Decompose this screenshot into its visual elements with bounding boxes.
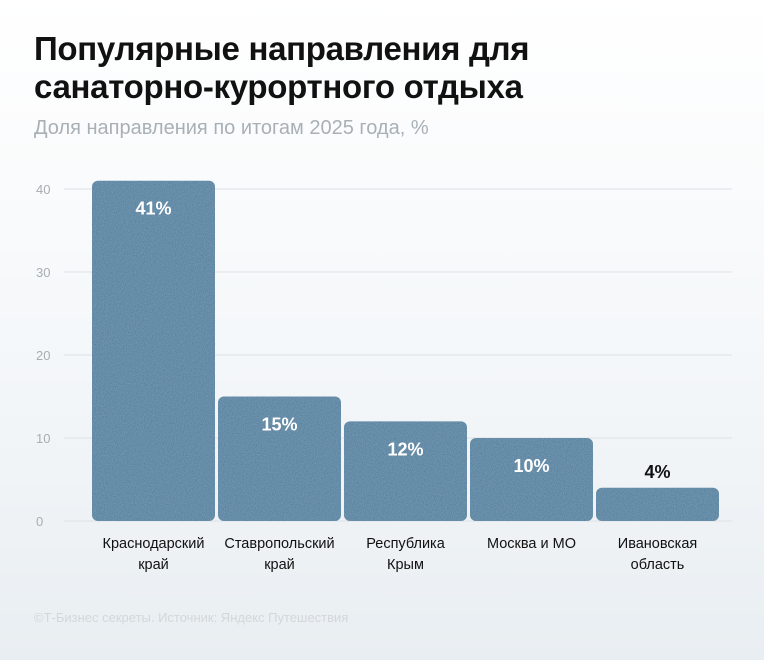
category-label: Республика [366,536,445,552]
category-label: Ивановская [618,536,697,552]
category-label: область [631,557,685,573]
bar-chart: 0 10 20 30 40 41% Краснодарский край 15% Ставропо… [36,180,732,573]
category-label: Крым [387,557,424,573]
y-tick-label: 20 [36,348,50,363]
bar [344,421,467,521]
y-tick-label: 0 [36,514,43,529]
bar [470,438,593,521]
labels: 0 10 20 30 40 41% Краснодарский край 15% Ставропо… [36,182,697,573]
chart-subtitle: Доля направления по итогам 2025 года, % [34,117,429,139]
category-label: край [264,557,295,573]
bar-value-label: 41% [135,199,171,219]
chart-title-line1: Популярные направления для [34,30,530,67]
y-tick-label: 40 [36,182,50,197]
y-tick-label: 10 [36,431,50,446]
chart-title: Популярные направления для санаторно-кур… [34,30,734,106]
chart-title-line2: санаторно-курортного отдыха [34,68,523,105]
bar-value-label: 4% [644,462,670,482]
bar [92,180,215,521]
y-tick-label: 30 [36,265,50,280]
bar [218,396,341,521]
bar-value-label: 12% [387,439,423,459]
bar-value-label: 15% [261,415,297,435]
category-label: Москва и МО [487,536,576,552]
source-note: ©Т-Бизнес секреты. Источник: Яндекс Путе… [34,610,349,625]
bar-value-label: 10% [513,456,549,476]
category-label: Ставропольский [224,536,334,552]
bars [92,180,719,521]
category-label: край [138,557,169,573]
bar [596,487,719,521]
category-label: Краснодарский [103,536,205,552]
